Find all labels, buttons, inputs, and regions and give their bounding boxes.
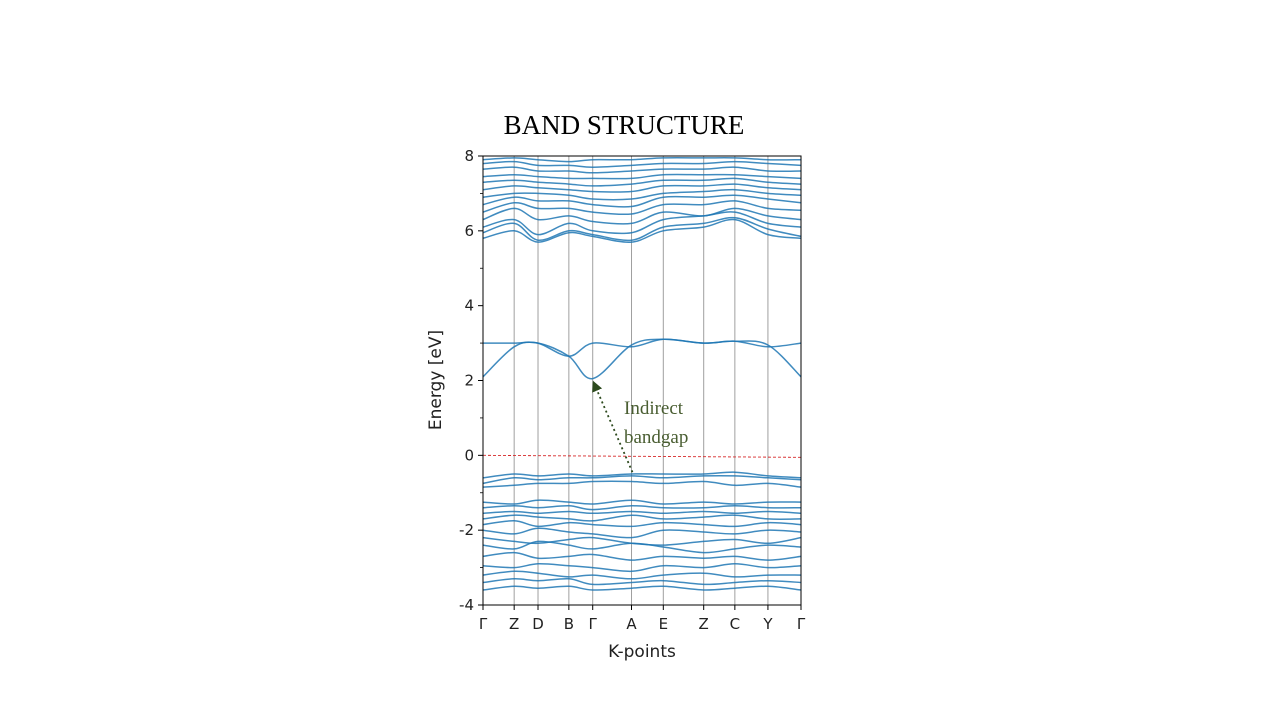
band-line bbox=[483, 474, 801, 485]
band-line bbox=[483, 510, 801, 515]
x-tick-label: D bbox=[532, 615, 544, 633]
band-line bbox=[483, 585, 801, 591]
y-tick-label: 4 bbox=[464, 297, 474, 315]
y-tick-label: -4 bbox=[459, 596, 474, 614]
x-tick-label: Y bbox=[762, 615, 773, 633]
y-axis: -4 -2 0 2 4 6 8 bbox=[459, 147, 483, 614]
x-tick-label: Γ bbox=[479, 615, 488, 633]
x-tick-label: E bbox=[659, 615, 668, 633]
band-line bbox=[483, 577, 801, 586]
band-line bbox=[483, 166, 801, 174]
band-line bbox=[483, 200, 801, 216]
band-line bbox=[483, 216, 801, 242]
band-line bbox=[483, 499, 801, 505]
y-tick-label: 6 bbox=[464, 222, 474, 240]
bandgap-annotation: Indirect bandgap bbox=[592, 380, 688, 473]
band-line bbox=[483, 207, 801, 225]
band-line bbox=[483, 540, 801, 554]
band-line bbox=[483, 173, 801, 180]
x-tick-label: Γ bbox=[797, 615, 806, 633]
band-line bbox=[483, 177, 801, 187]
fermi-level-line bbox=[482, 454, 802, 458]
x-tick-label: C bbox=[730, 615, 740, 633]
band-line bbox=[483, 514, 801, 522]
y-tick-label: 2 bbox=[464, 372, 474, 390]
x-axis-label: K-points bbox=[608, 642, 676, 662]
kpoint-gridlines bbox=[513, 156, 769, 605]
band-line bbox=[483, 160, 801, 168]
band-line bbox=[483, 570, 801, 580]
band-line bbox=[483, 183, 801, 193]
band-line bbox=[483, 157, 801, 163]
x-tick-label: B bbox=[564, 615, 574, 633]
band-lines bbox=[483, 157, 801, 591]
y-tick-label: -2 bbox=[459, 521, 474, 539]
band-line bbox=[483, 527, 801, 539]
chart-title-text: BAND STRUCTURE bbox=[503, 110, 745, 140]
y-tick-label: 0 bbox=[464, 446, 474, 464]
annotation-line2: bandgap bbox=[624, 427, 688, 448]
band-line bbox=[483, 338, 801, 357]
band-line bbox=[483, 563, 801, 573]
annotation-line1: Indirect bbox=[624, 398, 684, 419]
y-axis-label: Energy [eV] bbox=[426, 330, 446, 430]
band-line bbox=[483, 218, 801, 243]
x-tick-label: Z bbox=[509, 615, 519, 633]
band-line bbox=[483, 211, 801, 236]
band-line bbox=[483, 480, 801, 488]
band-line bbox=[483, 188, 801, 201]
band-line bbox=[483, 520, 801, 528]
band-line bbox=[483, 505, 801, 511]
chart-title: BAND STRUCTURE bbox=[0, 110, 1248, 141]
x-tick-label: A bbox=[626, 615, 637, 633]
fermi-line bbox=[482, 454, 802, 458]
band-line bbox=[483, 471, 801, 479]
band-line bbox=[483, 194, 801, 208]
x-tick-label: Z bbox=[699, 615, 709, 633]
x-tick-label: Γ bbox=[589, 615, 598, 633]
y-tick-label: 8 bbox=[464, 147, 474, 165]
band-line bbox=[483, 551, 801, 561]
bandgap-arrow bbox=[592, 380, 634, 473]
